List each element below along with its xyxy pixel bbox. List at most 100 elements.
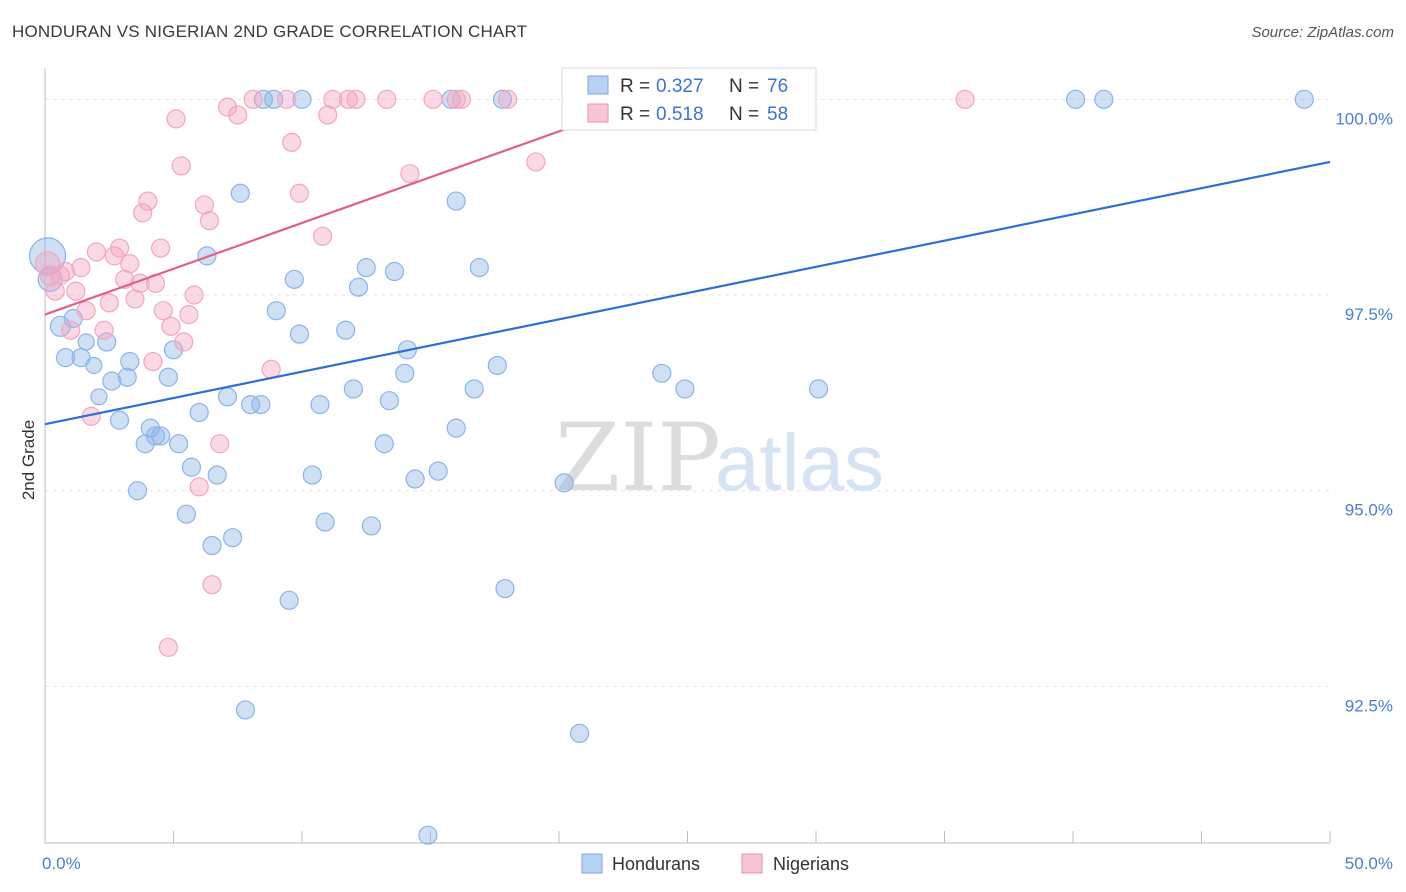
nigerians-point <box>151 238 171 258</box>
nigerians-point <box>217 97 238 117</box>
nigerians-point <box>86 242 107 262</box>
nigerians-point <box>243 89 263 109</box>
bottom-legend: Hondurans Nigerians <box>581 853 849 874</box>
nigerians-point <box>161 316 181 336</box>
bottom-legend-swatch-hondurans <box>581 853 603 874</box>
legend-r-label-hondurans: R = <box>620 76 650 97</box>
watermark-atlas: atlas <box>715 418 884 507</box>
hondurans-point <box>223 528 243 548</box>
hondurans-point <box>169 434 189 454</box>
hondurans-point <box>1065 89 1086 109</box>
nigerians-point <box>66 281 86 301</box>
nigerians-point <box>138 191 158 211</box>
nigerians-point <box>120 254 140 274</box>
hondurans-point <box>569 723 590 744</box>
nigerians-point <box>133 203 153 223</box>
nigerians-point <box>109 238 130 258</box>
x-tick-label-0: 0.0% <box>42 854 81 873</box>
hondurans-point <box>145 426 166 446</box>
nigerians-point <box>179 304 199 325</box>
nigerians-point <box>143 351 163 372</box>
trend-lines <box>44 98 1331 426</box>
hondurans-point <box>217 387 238 407</box>
hondurans-point <box>55 348 76 368</box>
nigerians-point <box>323 89 343 109</box>
nigerians-point <box>377 89 397 109</box>
hondurans-point <box>310 395 330 415</box>
hondurans-point <box>554 473 574 493</box>
hondurans-point <box>109 410 130 430</box>
hondurans-point <box>102 371 122 391</box>
hondurans-point <box>230 183 250 203</box>
legend-swatch-nigerians <box>587 103 609 123</box>
hondurans-point <box>348 277 369 297</box>
hondurans-point <box>251 395 271 415</box>
hondurans-point <box>336 320 356 340</box>
hondurans-point <box>77 333 95 351</box>
stats-legend: R = 0.327 N = 76 R = 0.518 N = 58 <box>561 67 817 131</box>
hondurans-point <box>652 363 672 383</box>
hondurans-point <box>163 340 184 360</box>
nigerians-point <box>498 89 518 109</box>
legend-r-value-nigerians: 0.518 <box>656 104 704 125</box>
nigerians-point <box>171 156 191 176</box>
hondurans-point <box>202 535 222 556</box>
hondurans-point <box>151 426 171 446</box>
nigerians-point <box>55 261 76 282</box>
hondurans-point <box>85 356 103 375</box>
nigerians-point <box>400 164 420 184</box>
hondurans-point <box>395 363 415 383</box>
hondurans-point <box>464 379 484 399</box>
y-tick-labels: 100.0% 97.5% 95.0% 92.5% <box>1335 109 1393 715</box>
hondurans-point <box>253 89 274 109</box>
hondurans-point <box>266 301 286 321</box>
hondurans-point <box>808 379 829 399</box>
nigerians-point <box>289 183 310 203</box>
axes <box>44 68 1331 844</box>
nigerians-point <box>199 211 220 231</box>
nigerians-point <box>153 301 173 321</box>
legend-swatch-hondurans <box>587 75 609 95</box>
hondurans-point <box>469 258 489 278</box>
nigerians-point <box>282 132 302 152</box>
hondurans-point <box>279 590 299 610</box>
hondurans-point <box>235 700 256 720</box>
hondurans-point <box>675 379 695 399</box>
nigerians-point <box>158 637 178 657</box>
hondurans-point <box>374 434 394 454</box>
nigerians-point <box>955 89 975 109</box>
hondurans-point <box>315 512 335 532</box>
nigerians-point <box>338 89 358 109</box>
hondurans-point <box>158 367 178 387</box>
y-tick-label-3: 92.5% <box>1345 696 1393 715</box>
hondurans-point <box>1294 89 1314 109</box>
hondurans-point <box>117 367 137 387</box>
nigerians-point <box>189 477 209 497</box>
hondurans-point <box>446 418 466 438</box>
hondurans-point <box>492 89 513 109</box>
hondurans-trend-line <box>44 160 1331 426</box>
hondurans-point <box>97 332 117 352</box>
hondurans-point <box>292 89 312 109</box>
hondurans-point <box>207 465 227 485</box>
hondurans-point <box>379 391 399 411</box>
hondurans-point <box>428 461 448 481</box>
nigerians-point <box>451 89 471 109</box>
bottom-legend-label-nigerians: Nigerians <box>773 854 849 874</box>
nigerians-point <box>346 89 366 109</box>
nigerians-point <box>39 264 61 287</box>
hondurans-point <box>28 237 67 275</box>
hondurans-point <box>181 457 202 477</box>
x-tick-labels: 0.0% 50.0% <box>42 854 1393 873</box>
hondurans-point <box>487 355 507 376</box>
nigerians-point <box>94 320 114 340</box>
legend-n-value-hondurans: 76 <box>767 76 788 97</box>
legend-n-value-nigerians: 58 <box>767 104 788 125</box>
nigerians-point <box>184 285 204 305</box>
hondurans-point <box>241 395 261 415</box>
legend-n-label-hondurans: N = <box>729 76 759 97</box>
nigerians-point <box>61 320 81 340</box>
nigerians-point <box>76 301 96 321</box>
nigerians-trend-line <box>44 98 650 316</box>
hondurans-point <box>289 324 310 344</box>
